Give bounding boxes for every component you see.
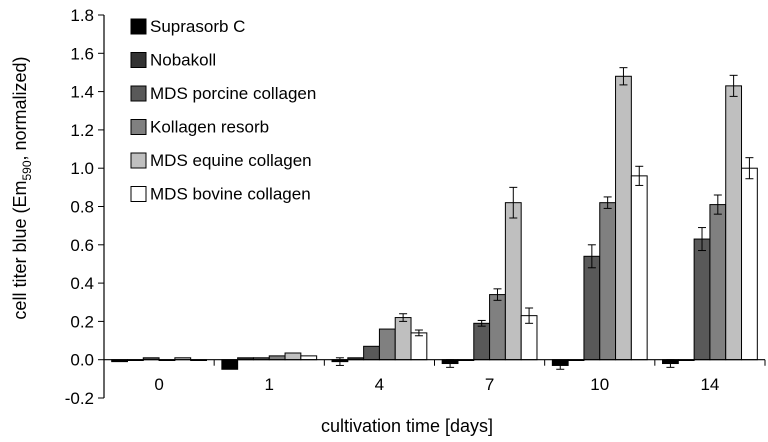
- bar: [615, 75, 632, 361]
- bar: [221, 359, 239, 370]
- bar: [410, 332, 428, 361]
- bar: [630, 175, 648, 361]
- y-tick-label: 1.6: [70, 44, 94, 63]
- bar: [473, 322, 491, 361]
- legend-label: MDS equine collagen: [150, 151, 312, 170]
- x-tick-label: 14: [700, 375, 719, 394]
- y-tick-label: 0.6: [70, 236, 94, 255]
- x-tick-label: 0: [154, 375, 163, 394]
- y-axis-title-subscript: 590: [20, 160, 34, 180]
- bar: [725, 85, 743, 361]
- y-axis-title-tail: , normalized): [10, 56, 30, 160]
- legend-label: Kollagen resorb: [150, 118, 269, 137]
- y-tick-label: 0.2: [70, 312, 94, 331]
- bar: [693, 238, 711, 361]
- bar: [741, 167, 758, 361]
- y-tick-label: 0.4: [70, 274, 94, 293]
- y-tick-label: 0.8: [70, 198, 94, 217]
- legend-swatch: [130, 18, 147, 35]
- y-tick-label: -0.2: [65, 389, 94, 408]
- bar: [709, 204, 727, 361]
- y-tick-label: 0.0: [70, 351, 94, 370]
- x-axis-title: cultivation time [days]: [321, 416, 493, 436]
- y-tick-label: 1.8: [70, 6, 94, 25]
- y-axis-title-main: cell titer blue (Em: [10, 181, 30, 320]
- y-tick-label: 1.4: [70, 83, 94, 102]
- legend-label: Nobakoll: [150, 51, 216, 70]
- x-tick-label: 1: [265, 375, 274, 394]
- legend-swatch: [130, 186, 147, 202]
- legend-swatch: [130, 85, 147, 102]
- legend-swatch: [130, 152, 147, 169]
- legend-label: Suprasorb C: [150, 17, 245, 36]
- bar: [378, 328, 396, 361]
- y-tick-label: 1.2: [70, 121, 94, 140]
- bar: [489, 294, 506, 361]
- legend-label: MDS bovine collagen: [150, 185, 311, 204]
- y-tick-label: 1.0: [70, 159, 94, 178]
- legend-swatch: [130, 119, 147, 135]
- legend-label: MDS porcine collagen: [150, 84, 316, 103]
- bar: [394, 317, 412, 361]
- bar: [583, 255, 601, 361]
- y-axis-title: cell titer blue (Em590, normalized): [10, 56, 34, 319]
- bar: [363, 345, 380, 361]
- x-tick-label: 4: [375, 375, 384, 394]
- plot-area: -0.20.00.20.40.60.81.01.21.41.61.80 1 4 7 10…: [65, 6, 766, 408]
- legend-swatch: [130, 52, 147, 68]
- x-tick-label: 7: [485, 375, 494, 394]
- bar: [284, 352, 302, 361]
- x-tick-label: 10: [590, 375, 609, 394]
- bar: [599, 202, 617, 361]
- bar: [504, 202, 522, 361]
